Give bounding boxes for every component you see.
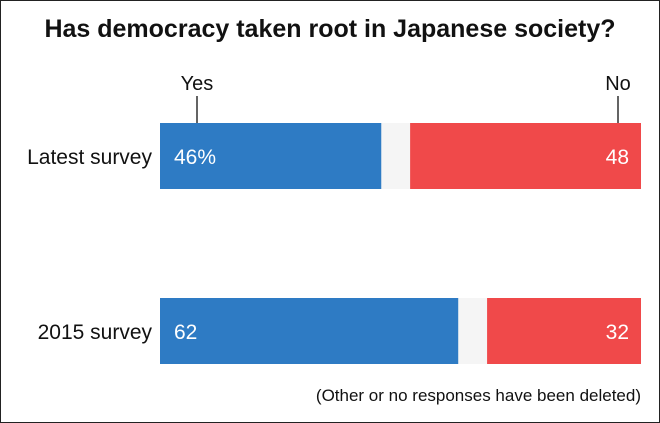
data-label-no: 48 (606, 146, 629, 169)
bar-no (487, 298, 641, 364)
legend-label-yes: Yes (181, 73, 214, 95)
category-label: Latest survey (27, 146, 152, 169)
legend-label-no: No (605, 73, 631, 95)
chart-note: (Other or no responses have been deleted… (315, 386, 641, 405)
bar-yes (160, 123, 382, 189)
data-label-no: 32 (606, 321, 629, 344)
data-label-yes: 62 (174, 321, 197, 344)
data-label-yes: 46% (174, 146, 216, 169)
category-label: 2015 survey (38, 321, 153, 344)
bar-no (410, 123, 641, 189)
bar-yes (160, 298, 459, 364)
chart-title: Has democracy taken root in Japanese soc… (44, 15, 616, 43)
